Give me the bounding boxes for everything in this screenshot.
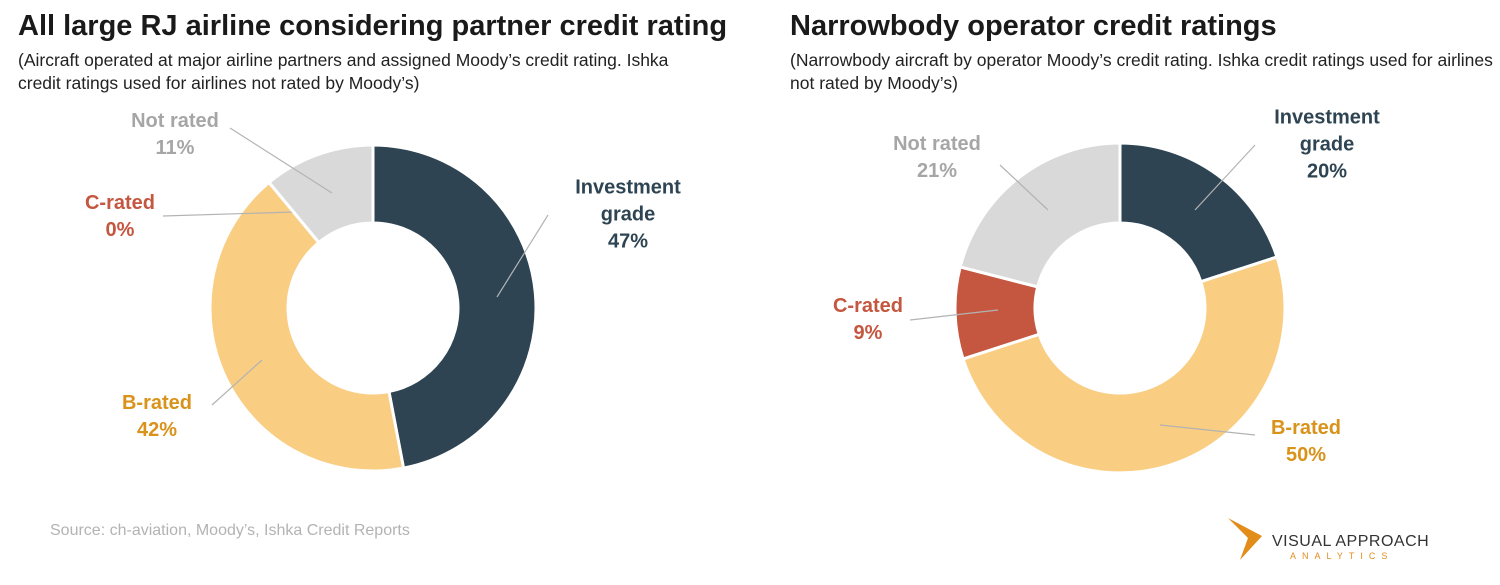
value-label: 9% xyxy=(853,322,883,344)
donut-slice xyxy=(208,180,406,473)
value-label: 47% xyxy=(607,230,649,253)
chart-title: Narrowbody operator credit ratings xyxy=(790,10,1277,42)
value-label: 42% xyxy=(136,419,178,441)
value-label: 11% xyxy=(155,137,195,159)
category-label: Investment grade xyxy=(575,176,681,226)
data-label: C-rated 0% xyxy=(55,190,185,244)
logo-tagline: ANALYTICS xyxy=(1290,551,1394,561)
data-label: B-rated 42% xyxy=(92,390,222,444)
leader-line xyxy=(1159,424,1256,436)
leader-line xyxy=(211,359,263,406)
category-label: Investment grade xyxy=(1274,106,1380,156)
data-label: Investment grade 47% xyxy=(563,175,693,256)
chart-subtitle: (Aircraft operated at major airline part… xyxy=(18,50,669,93)
source: Source: ch-aviation, Moody’s, Ishka Cred… xyxy=(50,522,410,539)
data-label: Not rated 11% xyxy=(110,108,240,162)
donut-slice xyxy=(1118,141,1279,284)
chart-title: All large RJ airline considering partner… xyxy=(18,10,728,42)
category-label: C-rated xyxy=(832,295,903,317)
category-label: B-rated xyxy=(1270,417,1341,439)
leader-line xyxy=(1194,144,1256,211)
donut-slice xyxy=(958,141,1122,289)
logo-name: VISUAL APPROACH xyxy=(1272,533,1430,550)
leader-line xyxy=(162,211,296,217)
value-label: 0% xyxy=(105,219,135,241)
donut-slice xyxy=(371,143,538,470)
leader-line xyxy=(229,127,333,194)
data-label: Not rated 21% xyxy=(872,131,1002,185)
data-label: B-rated 50% xyxy=(1241,415,1371,469)
leader-line xyxy=(496,214,549,298)
donut-slice xyxy=(961,255,1287,474)
value-label: 50% xyxy=(1285,444,1327,466)
value-label: 21% xyxy=(916,160,958,182)
leader-line xyxy=(999,164,1049,211)
leader-line xyxy=(909,309,999,321)
data-label: C-rated 9% xyxy=(803,293,933,347)
data-label: Investment grade 20% xyxy=(1262,105,1392,186)
category-label: C-rated xyxy=(84,192,155,214)
category-label: B-rated xyxy=(121,392,192,414)
category-label: Not rated xyxy=(131,110,219,132)
value-label: 20% xyxy=(1306,160,1348,183)
logo-mark xyxy=(1228,518,1262,560)
category-label: Not rated xyxy=(893,133,981,155)
chart-subtitle: (Narrowbody aircraft by operator Moody’s… xyxy=(790,50,1493,93)
